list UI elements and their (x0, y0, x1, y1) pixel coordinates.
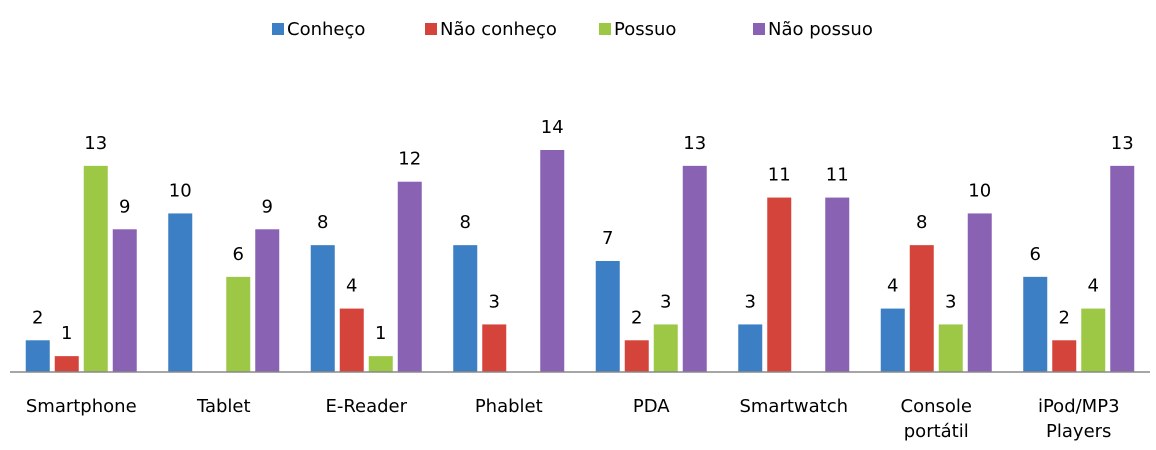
data-label: 13 (84, 133, 107, 154)
data-label: 8 (460, 212, 471, 233)
data-label: 8 (916, 212, 927, 233)
legend-swatch (753, 23, 765, 35)
bar (909, 245, 934, 372)
x-tick-label: Smartphone (25, 396, 137, 417)
bar (1081, 308, 1106, 372)
data-label: 9 (262, 196, 273, 217)
data-label: 10 (169, 180, 192, 201)
data-label: 2 (1059, 307, 1070, 328)
x-tick-label: Tablet (196, 396, 251, 417)
bar (339, 308, 364, 372)
bar (880, 308, 905, 372)
data-label: 12 (398, 149, 421, 170)
bar (397, 181, 422, 372)
data-label: 7 (602, 228, 613, 249)
bar (1052, 340, 1077, 372)
data-label: 6 (233, 244, 244, 265)
legend-swatch (425, 23, 437, 35)
bar (54, 356, 79, 372)
data-label: 1 (375, 323, 386, 344)
data-label: 9 (119, 196, 130, 217)
x-tick-label: Console portátil (900, 396, 972, 442)
data-label: 14 (541, 117, 564, 138)
data-label: 3 (489, 291, 500, 312)
bar (255, 229, 280, 372)
bar (1110, 165, 1135, 372)
bar (624, 340, 649, 372)
x-tick-label: E-Reader (325, 396, 408, 417)
data-label: 2 (631, 307, 642, 328)
data-label: 3 (945, 291, 956, 312)
legend-swatch (599, 23, 611, 35)
x-tick-label: Phablet (474, 396, 543, 417)
bar (738, 324, 763, 372)
data-label: 1 (61, 323, 72, 344)
data-label: 4 (887, 276, 898, 297)
data-label: 2 (32, 307, 43, 328)
data-label: 13 (683, 133, 706, 154)
bar (653, 324, 678, 372)
x-tick-label: PDA (632, 396, 670, 417)
bar (83, 165, 108, 372)
data-label: 4 (346, 276, 357, 297)
bar (226, 276, 251, 372)
bar (767, 197, 792, 372)
bar (682, 165, 707, 372)
legend-label: Conheço (287, 19, 365, 40)
legend-label: Possuo (614, 19, 676, 40)
data-label: 13 (1111, 133, 1134, 154)
legend-swatch (272, 23, 284, 35)
bar (482, 324, 507, 372)
bar (168, 213, 193, 372)
data-label: 3 (660, 291, 671, 312)
data-label: 8 (317, 212, 328, 233)
bar (368, 356, 393, 372)
data-label: 6 (1030, 244, 1041, 265)
bar (25, 340, 50, 372)
data-label: 4 (1088, 276, 1099, 297)
legend-label: Não possuo (768, 19, 873, 40)
x-tick-label: Smartwatch (739, 396, 849, 417)
bar (540, 150, 565, 372)
bar (825, 197, 850, 372)
legend-label: Não conheço (440, 19, 557, 40)
bar (967, 213, 992, 372)
bar (112, 229, 137, 372)
bar (1023, 276, 1048, 372)
data-label: 11 (768, 165, 791, 186)
bar (453, 245, 478, 372)
bar (938, 324, 963, 372)
data-label: 10 (968, 180, 991, 201)
x-tick-label: iPod/MP3 Players (1037, 396, 1120, 442)
bar (595, 261, 620, 372)
bar (310, 245, 335, 372)
data-label: 3 (745, 291, 756, 312)
data-label: 11 (826, 165, 849, 186)
